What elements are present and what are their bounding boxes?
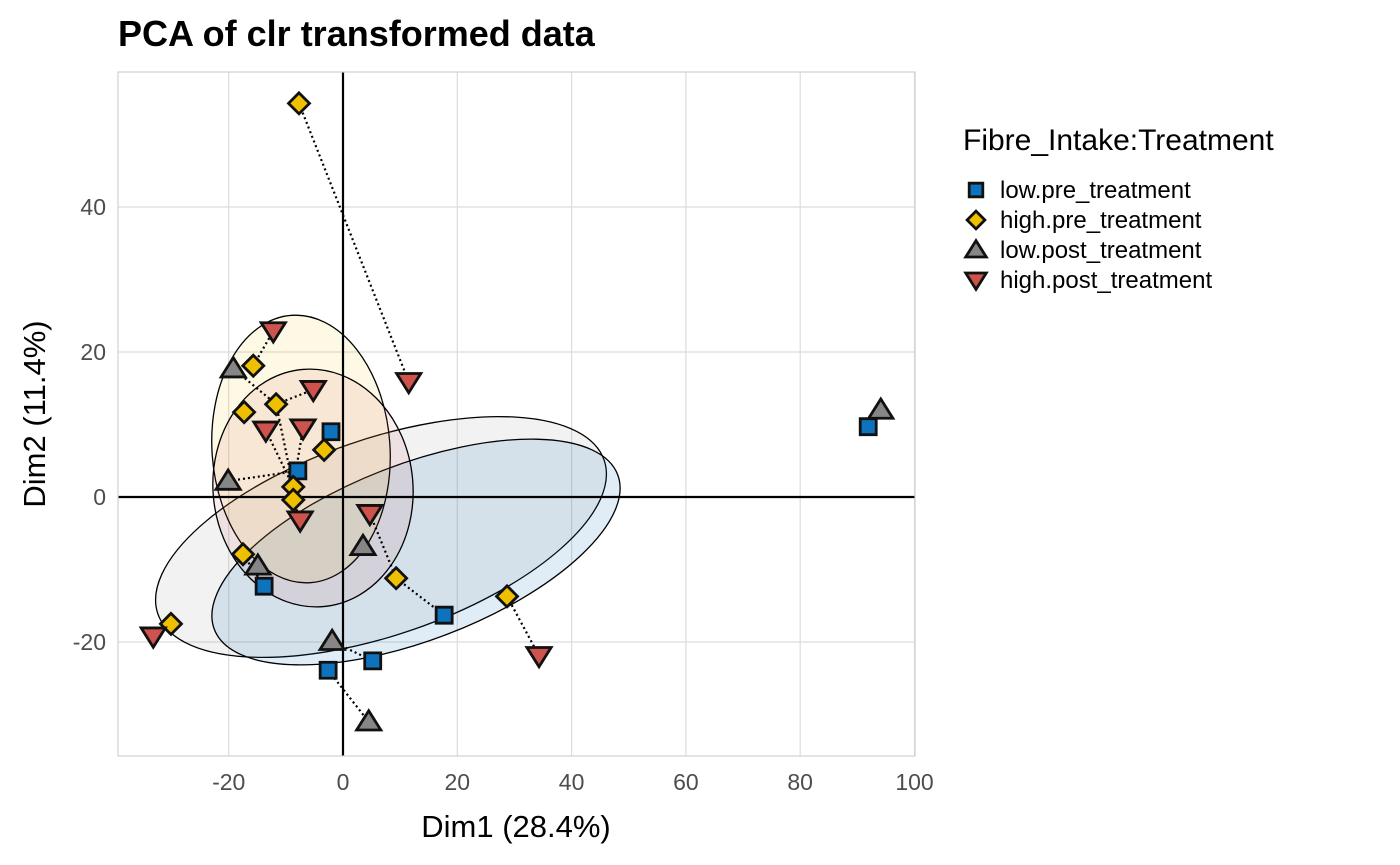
y-tick-label: 0 <box>93 484 106 510</box>
high-pre-treatment-point <box>383 565 409 591</box>
low-pre-treatment-point <box>321 422 341 442</box>
low-post-treatment-point <box>348 532 378 556</box>
low-pre-treatment-point <box>434 605 454 625</box>
ellipse-low-post <box>154 415 608 659</box>
ellipse-high-pre <box>211 314 391 584</box>
chart-title: PCA of clr transformed data <box>118 13 596 54</box>
high-post-treatment-point <box>285 510 315 534</box>
legend-triangle-icon <box>963 238 989 259</box>
low-pre-treatment-point <box>363 651 383 671</box>
legend-item-label: low.pre_treatment <box>1000 177 1191 204</box>
low-post-treatment-point <box>243 552 273 576</box>
ellipse-low-pre <box>211 438 621 666</box>
connection-line <box>506 595 540 657</box>
y-axis-title: Dim2 (11.4%) <box>17 320 52 507</box>
legend-square-icon <box>967 181 985 199</box>
high-pre-treatment-point <box>230 541 256 567</box>
plot-panel-border <box>117 71 916 757</box>
low-post-treatment-point <box>354 708 384 732</box>
high-post-treatment-point <box>288 418 318 442</box>
connection-line <box>368 513 398 579</box>
confidence-ellipses <box>154 314 621 666</box>
connection-line <box>292 499 302 521</box>
low-post-treatment-point <box>317 627 347 651</box>
legend-item-label: low.post_treatment <box>1000 237 1202 264</box>
x-tick-label: 0 <box>337 769 350 795</box>
high-post-treatment-point <box>298 380 328 404</box>
high-post-treatment-point <box>258 321 288 345</box>
connection-line <box>264 429 295 488</box>
x-tick-label: 100 <box>895 769 933 795</box>
high-post-treatment-point <box>251 420 281 444</box>
legend-title: Fibre_Intake:Treatment <box>963 124 1274 157</box>
high-pre-treatment-point <box>494 583 520 609</box>
high-post-treatment-point <box>524 646 554 670</box>
y-tick-label: -20 <box>73 629 106 655</box>
legend-item-label: high.pre_treatment <box>1000 207 1202 234</box>
connection-line <box>232 367 277 406</box>
y-tick-label: 40 <box>80 194 106 220</box>
high-pre-treatment-point <box>231 399 257 425</box>
legend-triangle-down-icon <box>963 271 989 292</box>
high-post-treatment-point <box>355 504 385 528</box>
x-tick-label: 60 <box>673 769 699 795</box>
low-post-treatment-point <box>213 467 243 491</box>
legend-diamond-icon <box>965 209 987 231</box>
x-tick-label: 40 <box>559 769 585 795</box>
low-pre-treatment-point <box>254 576 274 596</box>
low-post-treatment-point <box>866 396 896 420</box>
low-pre-treatment-point <box>318 660 338 680</box>
high-pre-treatment-point <box>280 487 306 513</box>
high-pre-treatment-point <box>286 90 312 116</box>
x-tick-label: 80 <box>787 769 813 795</box>
x-tick-label: 20 <box>445 769 471 795</box>
high-pre-treatment-point <box>311 437 337 463</box>
low-post-treatment-point <box>218 355 248 379</box>
connection-line <box>227 469 299 483</box>
reference-lines <box>118 72 915 756</box>
low-pre-treatment-point <box>288 461 308 481</box>
y-tick-label: 20 <box>80 339 106 365</box>
legend-item-label: high.post_treatment <box>1000 267 1212 294</box>
x-axis-title: Dim1 (28.4%) <box>421 809 611 844</box>
x-tick-label: -20 <box>212 769 245 795</box>
high-pre-treatment-point <box>240 353 266 379</box>
high-post-treatment-point <box>394 372 424 396</box>
x-axis-ticks: -20 0 20 40 60 80 100 <box>212 769 934 795</box>
data-points <box>138 90 896 732</box>
legend: Fibre_Intake:Treatment low.pre_treatment… <box>963 124 1274 294</box>
y-axis-ticks: -20 0 20 40 <box>73 194 106 655</box>
high-pre-treatment-point <box>263 391 289 417</box>
high-post-treatment-point <box>138 626 168 650</box>
low-pre-treatment-point <box>858 417 878 437</box>
